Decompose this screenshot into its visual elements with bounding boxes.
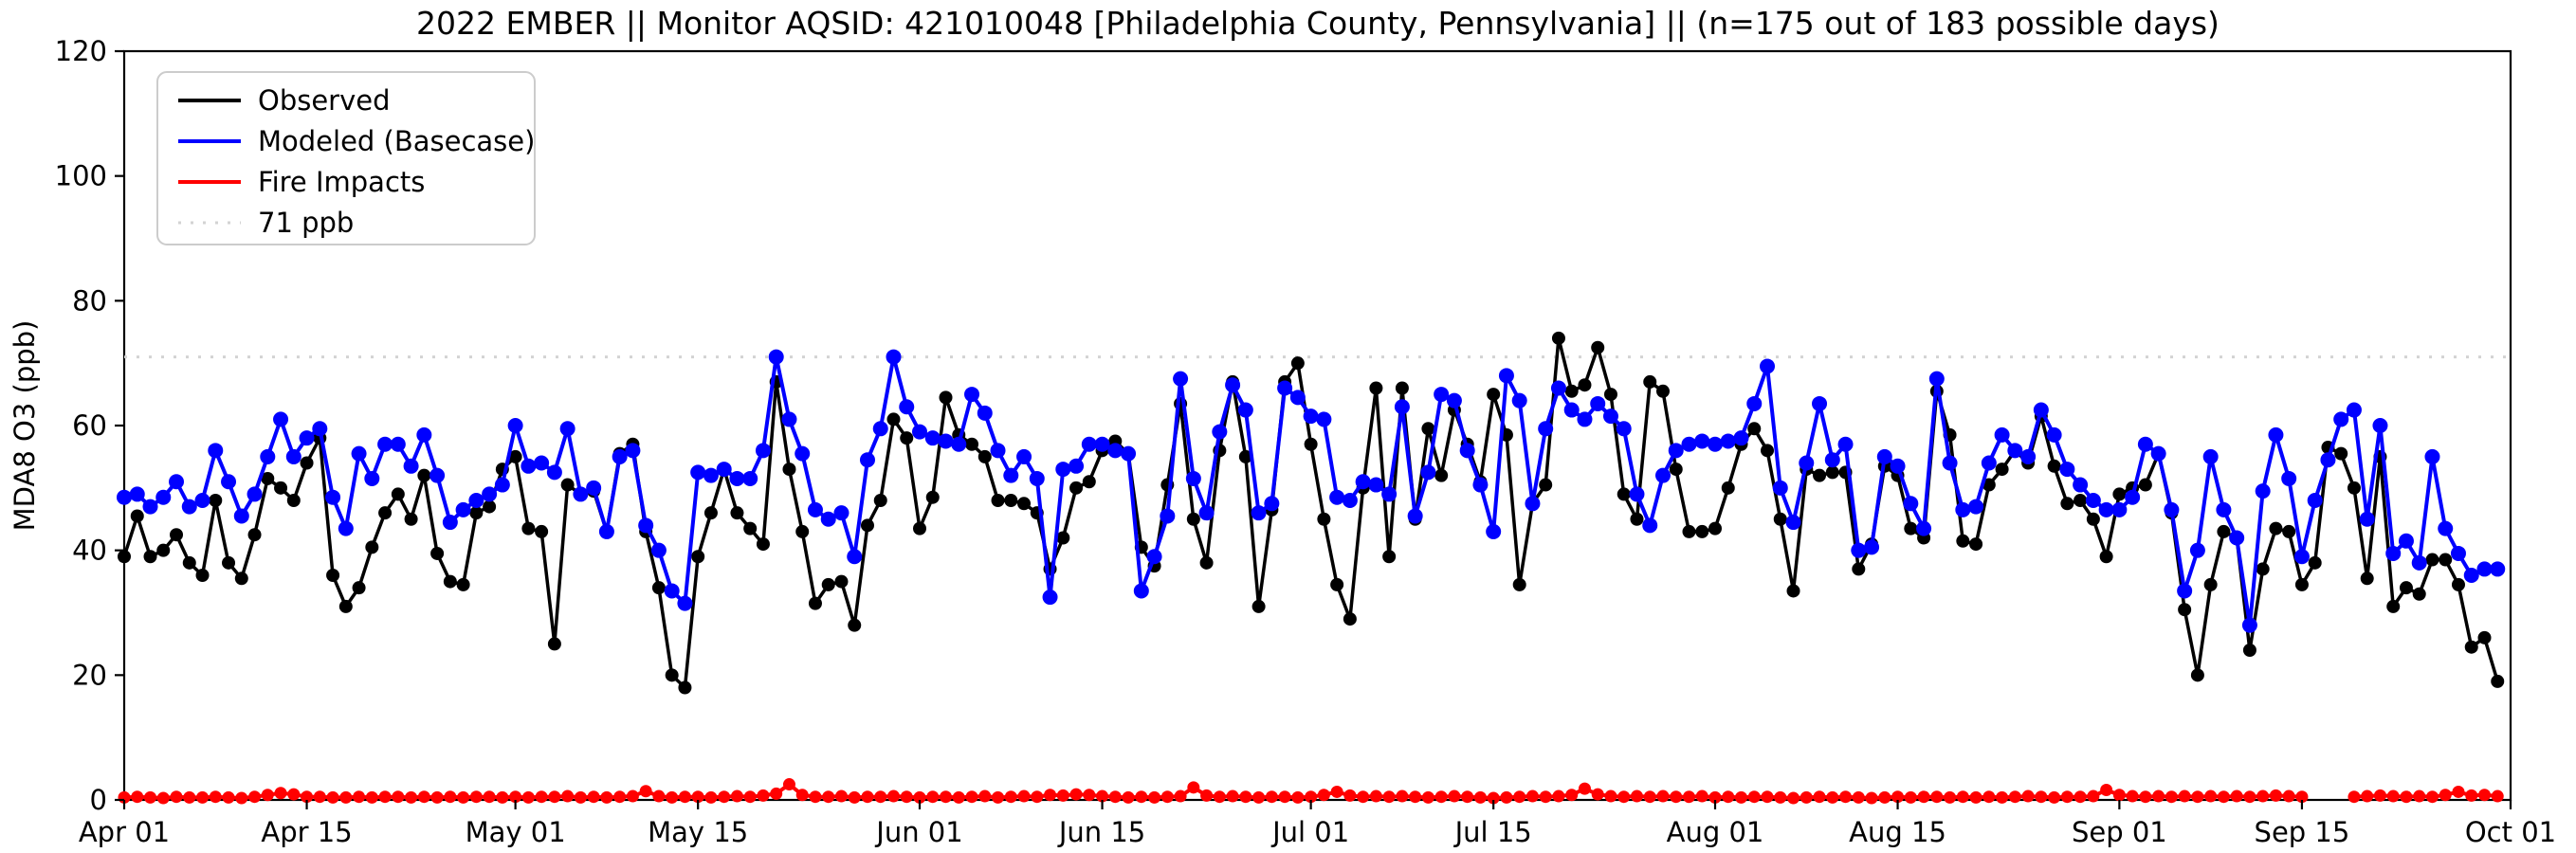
x-tick-label: Sep 01 bbox=[2072, 816, 2167, 848]
legend-item-label: Fire Impacts bbox=[258, 166, 425, 198]
series-modeled-basecase- bbox=[117, 349, 2506, 633]
y-tick-label: 40 bbox=[72, 535, 107, 567]
x-tick-label: Oct 01 bbox=[2465, 816, 2556, 848]
x-tick-label: Jul 15 bbox=[1453, 816, 1532, 848]
y-axis-ticks: 0 20 40 60 80 100 120 bbox=[55, 35, 124, 816]
x-tick-label: Aug 01 bbox=[1667, 816, 1764, 848]
chart-title: 2022 EMBER || Monitor AQSID: 421010048 [… bbox=[416, 5, 2220, 42]
y-tick-label: 20 bbox=[72, 659, 107, 691]
y-tick-label: 60 bbox=[72, 409, 107, 442]
x-axis-ticks: Apr 01 Apr 15 May 01 May 15 Jun 01 Jun 15 Jul … bbox=[79, 800, 2556, 848]
x-tick-label: Jun 15 bbox=[1057, 816, 1145, 848]
series-fire-impacts bbox=[118, 778, 2504, 805]
x-tick-label: May 15 bbox=[648, 816, 748, 848]
x-tick-label: Jul 01 bbox=[1270, 816, 1349, 848]
x-tick-label: Aug 15 bbox=[1849, 816, 1946, 848]
x-tick-label: Apr 15 bbox=[261, 816, 352, 848]
y-tick-label: 120 bbox=[55, 35, 107, 67]
data-series-lines bbox=[117, 331, 2506, 805]
legend-box: Observed Modeled (Basecase) Fire Impacts 71… bbox=[156, 71, 536, 245]
x-tick-label: Jun 01 bbox=[874, 816, 962, 848]
x-tick-label: Sep 15 bbox=[2255, 816, 2350, 848]
x-tick-label: May 01 bbox=[466, 816, 566, 848]
y-axis-label: MDA8 O3 (ppb) bbox=[9, 320, 41, 532]
x-tick-label: Apr 01 bbox=[79, 816, 170, 848]
y-tick-label: 80 bbox=[72, 284, 107, 317]
series-observed bbox=[118, 331, 2505, 695]
y-tick-label: 0 bbox=[90, 784, 107, 816]
y-tick-label: 100 bbox=[55, 160, 107, 192]
legend-item-label: Modeled (Basecase) bbox=[258, 125, 535, 157]
legend-item-label: 71 ppb bbox=[258, 207, 354, 239]
legend-item-label: Observed bbox=[258, 84, 391, 117]
